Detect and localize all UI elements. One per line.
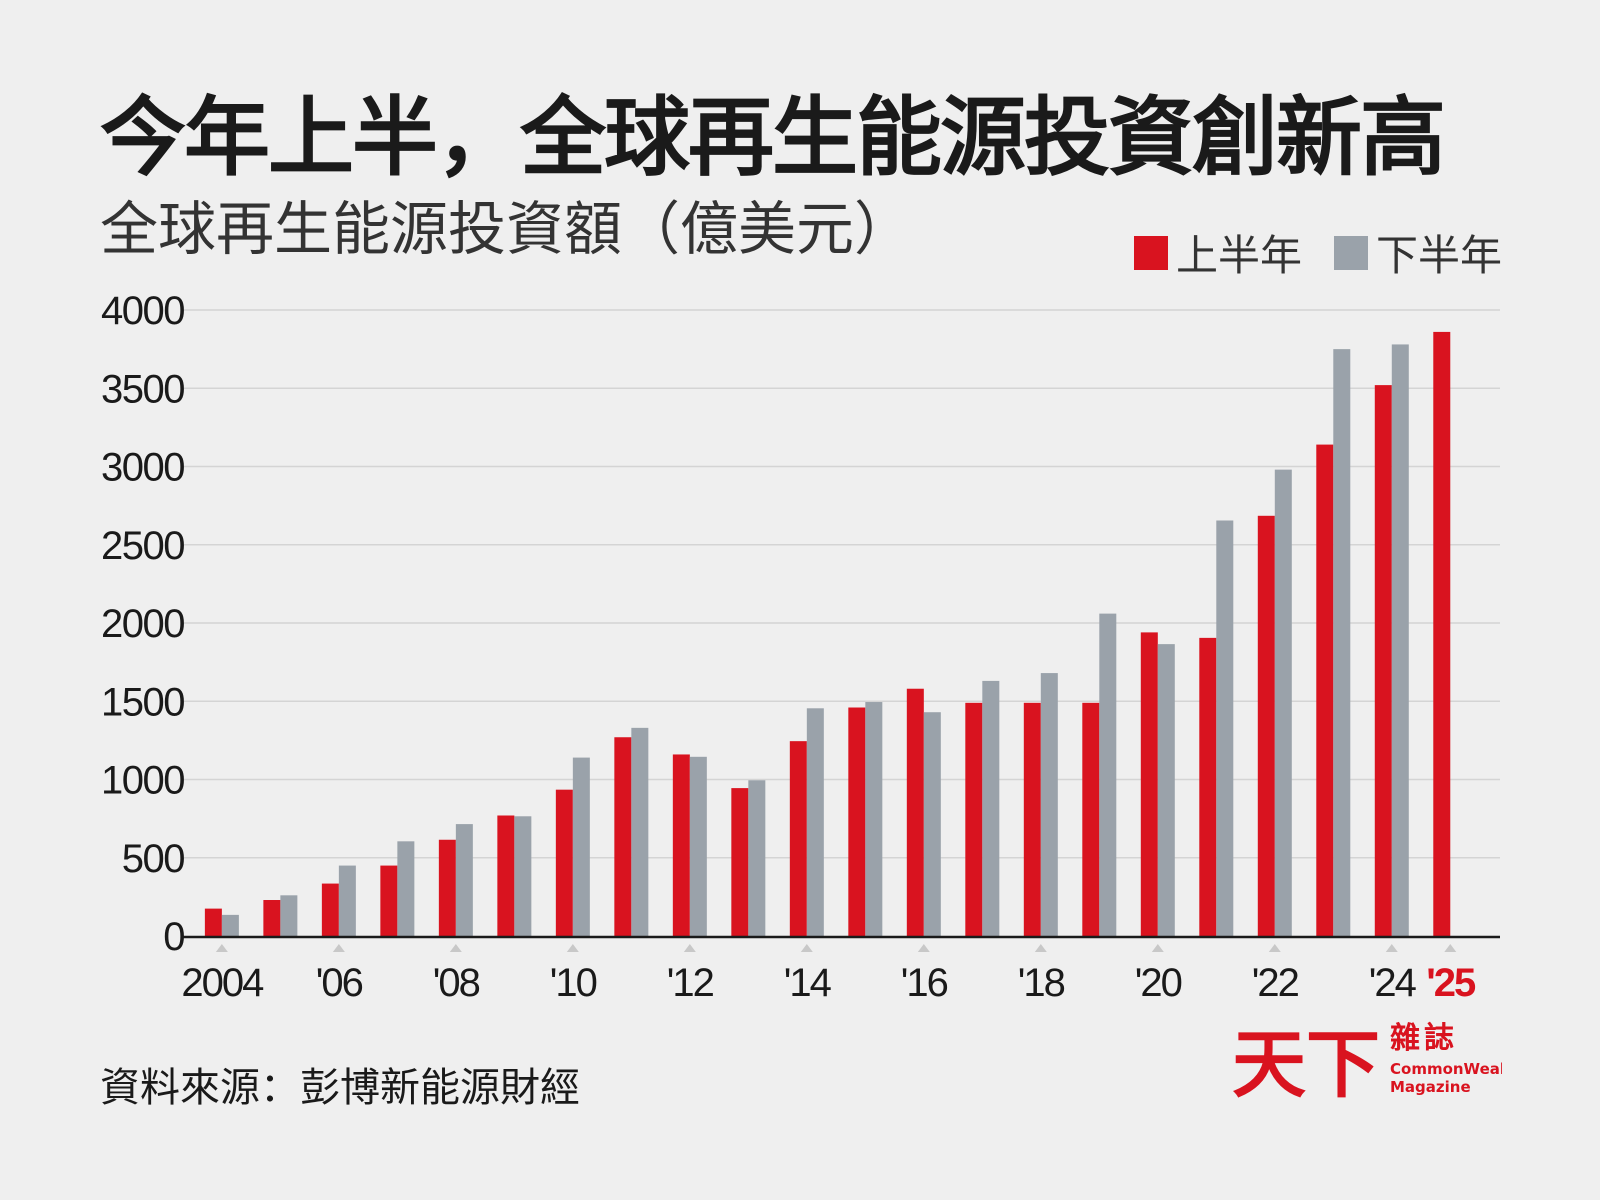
bar-second-half: [455, 824, 473, 936]
y-tick-label: 3500: [101, 367, 184, 411]
bar-second-half: [689, 756, 707, 936]
x-tick-marker: [215, 944, 228, 952]
bar-second-half: [806, 708, 824, 936]
y-tick-label: 1000: [101, 759, 184, 803]
bar-first-half: [672, 754, 690, 936]
x-tick-marker: [449, 944, 462, 952]
y-tick-label: 0: [163, 915, 184, 959]
logo-english-line1: CommonWealth: [1390, 1060, 1502, 1078]
y-tick-label: 3000: [101, 446, 184, 490]
x-tick-label: '14: [784, 961, 832, 1005]
bar-second-half: [1274, 469, 1292, 936]
bar-first-half: [1199, 637, 1217, 936]
bar-first-half: [731, 788, 749, 936]
x-tick-marker: [1034, 944, 1047, 952]
logo-chinese-suffix: 雜誌: [1390, 1021, 1458, 1056]
legend-label-first-half: 上半年: [1175, 231, 1302, 280]
bar-second-half: [338, 865, 356, 936]
source-note: 資料來源：彭博新能源財經: [100, 1065, 580, 1111]
bar-second-half: [923, 712, 941, 936]
chart-title: 今年上半，全球再生能源投資創新高: [100, 88, 1446, 188]
x-tick-label: '24: [1369, 961, 1417, 1005]
x-tick-label: 2004: [181, 961, 264, 1005]
y-tick-label: 4000: [101, 289, 184, 333]
bar-second-half: [1391, 344, 1409, 936]
x-tick-marker: [1385, 944, 1398, 952]
bar-first-half: [1023, 702, 1041, 936]
x-tick-marker: [917, 944, 930, 952]
bar-second-half: [397, 841, 415, 936]
y-tick-label: 2500: [101, 524, 184, 568]
x-tick-marker: [1444, 944, 1457, 952]
bar-second-half: [280, 895, 298, 936]
bars: [204, 331, 1451, 936]
bar-first-half: [789, 741, 807, 936]
x-tick-label: '20: [1135, 961, 1182, 1005]
x-tick-label: '08: [433, 961, 480, 1005]
x-tick-label: '22: [1252, 961, 1299, 1005]
y-tick-label: 1500: [101, 680, 184, 724]
bar-first-half: [848, 707, 866, 936]
x-axis: 2004 '06 '08 '10 '12 '14 '16 '18 '20 '22 '24'25: [181, 935, 1500, 1005]
y-axis: 0 500 1000 1500 2000 2500 3000 3500 4000: [101, 289, 186, 959]
bar-second-half: [1216, 520, 1234, 936]
legend: 上半年 下半年: [1133, 222, 1502, 283]
bar-first-half: [965, 702, 983, 936]
bar-second-half: [514, 816, 532, 936]
bar-first-half: [555, 789, 573, 936]
legend-item-first-half: 上半年: [1133, 222, 1302, 283]
y-tick-label: 2000: [101, 602, 184, 646]
x-tick-marker: [566, 944, 579, 952]
legend-label-second-half: 下半年: [1375, 231, 1502, 280]
bar-first-half: [1316, 444, 1334, 936]
gridlines: [184, 309, 1500, 859]
bar-second-half: [631, 727, 649, 936]
bar-first-half: [263, 900, 281, 936]
x-tick-label: '18: [1018, 961, 1065, 1005]
x-tick-marker: [332, 944, 345, 952]
x-tick-label: '25: [1426, 961, 1476, 1005]
x-tick-label: '06: [316, 961, 363, 1005]
legend-swatch-first-half: [1133, 235, 1168, 270]
logo-chinese-name: 天下: [1232, 1022, 1380, 1108]
bar-first-half: [906, 688, 924, 936]
bar-second-half: [982, 680, 1000, 936]
bar-second-half: [221, 914, 239, 936]
logo-english-line2: Magazine: [1390, 1078, 1471, 1096]
x-tick-marker: [1151, 944, 1164, 952]
bar-second-half: [1157, 644, 1175, 936]
legend-swatch-second-half: [1333, 235, 1368, 270]
bar-second-half: [748, 780, 766, 936]
x-tick-marker: [800, 944, 813, 952]
bar-first-half: [438, 839, 456, 936]
legend-item-second-half: 下半年: [1333, 222, 1502, 283]
x-tick-marker: [683, 944, 696, 952]
bar-second-half: [1099, 613, 1117, 936]
bar-first-half: [497, 815, 515, 936]
bar-first-half: [1433, 331, 1451, 936]
bar-first-half: [614, 737, 632, 936]
commonwealth-logo: 天下 雜誌 CommonWealth Magazine: [1232, 1021, 1502, 1108]
x-tick-label: '10: [550, 961, 597, 1005]
bar-first-half: [1140, 632, 1158, 936]
bar-second-half: [865, 702, 883, 936]
bar-second-half: [572, 757, 590, 936]
bar-first-half: [321, 883, 339, 936]
x-tick-label: '12: [667, 961, 714, 1005]
bar-first-half: [1374, 385, 1392, 936]
bar-first-half: [1257, 515, 1275, 936]
bar-first-half: [1082, 702, 1100, 936]
y-tick-label: 500: [122, 837, 184, 881]
bar-second-half: [1040, 673, 1058, 936]
bar-first-half: [204, 908, 222, 936]
bar-second-half: [1333, 349, 1351, 936]
chart-subtitle: 全球再生能源投資額（億美元）: [100, 195, 913, 263]
x-tick-label: '16: [901, 961, 948, 1005]
x-tick-marker: [1268, 944, 1281, 952]
bar-first-half: [380, 865, 398, 936]
